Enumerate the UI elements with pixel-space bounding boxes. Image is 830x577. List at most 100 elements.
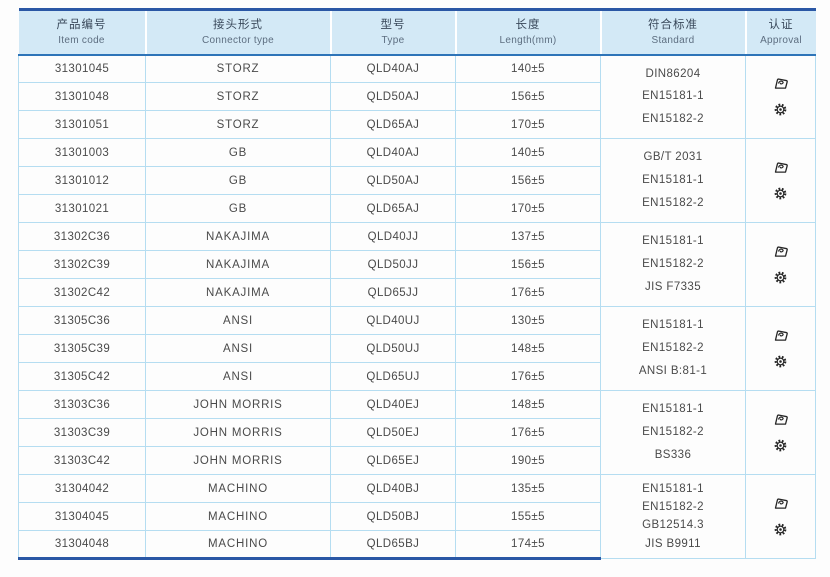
connector-type-cell: GB [145,194,331,223]
seal-gear-icon [773,102,788,117]
connector-type-cell: JOHN MORRIS [145,446,331,475]
approval-icon-stack [746,496,815,537]
length-cell: 174±5 [455,530,601,560]
item-code-cell: 31304048 [18,530,146,560]
seal-gear-icon [773,438,788,453]
table-row: 31301045 STORZ QLD40AJ 140±5 DIN86204 EN15181… [18,54,816,139]
standard-cell: EN15181-1 EN15182-2 BS336 [600,390,746,475]
length-cell: 137±5 [455,222,601,251]
table-body: 31301045 STORZ QLD40AJ 140±5 DIN86204 EN15181… [18,54,816,560]
connector-type-cell: JOHN MORRIS [145,390,331,419]
length-cell: 156±5 [455,166,601,195]
standard-line: ANSI B:81-1 [638,365,708,378]
standard-cell: GB/T 2031 EN15181-1 EN15182-2 [600,138,746,223]
type-cell: QLD65EJ [330,446,456,475]
item-code-cell: 31305C42 [18,362,146,391]
table-row: 31301003 GB QLD40AJ 140±5 GB/T 2031 EN15181-1… [18,138,816,223]
certificate-stamp-icon [772,160,789,175]
col-header-approval-en: Approval [760,34,802,46]
length-cell: 148±5 [455,390,601,419]
seal-gear-icon [773,522,788,537]
item-code-cell: 31304042 [18,474,146,503]
approval-icon-stack [746,412,815,453]
approval-cell [745,54,816,139]
standard-line: EN15181-1 [642,482,704,495]
length-cell: 140±5 [455,54,601,83]
table-row: 31303C36 JOHN MORRIS QLD40EJ 148±5 EN15181-1… [18,390,816,475]
col-header-type-en: Type [381,34,405,46]
connector-type-cell: GB [145,166,331,195]
connector-type-cell: NAKAJIMA [145,222,331,251]
standard-line: EN15182-2 [642,113,704,126]
connector-type-cell: ANSI [145,362,331,391]
item-code-cell: 31303C42 [18,446,146,475]
type-cell: QLD65AJ [330,194,456,223]
item-code-cell: 31301045 [18,54,146,83]
standard-cell: DIN86204 EN15181-1 EN15182-2 [600,54,746,139]
item-code-cell: 31302C39 [18,250,146,279]
type-cell: QLD40AJ [330,138,456,167]
standard-lines: EN15181-1 EN15182-2 JIS F7335 [601,225,745,304]
col-header-item-code-zh: 产品编号 [56,18,107,31]
type-cell: QLD40EJ [330,390,456,419]
connector-type-cell: ANSI [145,334,331,363]
connector-type-cell: STORZ [145,110,331,139]
table-row: 31304048 MACHINO QLD65BJ 174±5 [18,530,816,560]
approval-cell [745,222,816,307]
type-cell: QLD40BJ [330,474,456,503]
length-cell: 176±5 [455,418,601,447]
length-cell: 130±5 [455,306,601,335]
approval-icon-stack [746,328,815,369]
seal-gear-icon [773,186,788,201]
standard-line: EN15181-1 [642,319,704,332]
standard-line: EN15182-2 [642,258,704,271]
length-cell: 140±5 [455,138,601,167]
standard-line: JIS F7335 [644,281,702,294]
approval-cell [745,138,816,223]
standard-line: EN15181-1 [642,174,704,187]
connector-type-cell: JOHN MORRIS [145,418,331,447]
type-cell: QLD40UJ [330,306,456,335]
item-code-cell: 31301012 [18,166,146,195]
standard-line: EN15181-1 [642,235,704,248]
item-code-cell: 31301003 [18,138,146,167]
seal-gear-icon [773,270,788,285]
type-cell: QLD50BJ [330,502,456,531]
table-row: 31304042 MACHINO QLD40BJ 135±5 EN15181-1 EN15… [18,474,816,559]
standard-line: EN15181-1 [642,90,704,103]
standard-line: EN15181-1 [642,403,704,416]
col-header-type-zh: 型号 [380,18,406,31]
connector-type-cell: NAKAJIMA [145,250,331,279]
table-row: 31304045 MACHINO QLD50BJ 155±5 [18,502,816,531]
standard-line: EN15182-2 [642,501,704,514]
col-header-approval-zh: 认证 [768,18,794,31]
length-cell: 190±5 [455,446,601,475]
length-cell: 135±5 [455,474,601,503]
connector-type-cell: MACHINO [145,502,331,531]
product-spec-table: 产品编号 Item code 接头形式 Connector type 型号 Ty… [18,8,816,560]
approval-cell [745,390,816,475]
approval-icon-stack [746,244,815,285]
certificate-stamp-icon [772,76,789,91]
table-row: 31302C39 NAKAJIMA QLD50JJ 156±5 [18,250,816,279]
standard-lines: EN15181-1 EN15182-2 BS336 [601,393,745,472]
item-code-cell: 31303C39 [18,418,146,447]
standard-lines: EN15181-1 EN15182-2 ANSI B:81-1 [601,309,745,388]
col-header-length-en: Length(mm) [499,34,557,46]
approval-icon-stack [746,76,815,117]
table-row: 31302C36 NAKAJIMA QLD40JJ 137±5 EN15181-1 EN1… [18,222,816,307]
item-code-cell: 31301021 [18,194,146,223]
type-cell: QLD50AJ [330,166,456,195]
table-row: 31303C39 JOHN MORRIS QLD50EJ 176±5 [18,418,816,447]
length-cell: 156±5 [455,82,601,111]
col-header-standard-en: Standard [651,34,695,46]
item-code-cell: 31305C36 [18,306,146,335]
table-row: 31305C36 ANSI QLD40UJ 130±5 EN15181-1 EN15182… [18,306,816,391]
certificate-stamp-icon [772,412,789,427]
table-row: 31301051 STORZ QLD65AJ 170±5 [18,110,816,139]
approval-cell [745,474,816,559]
table-row: 31301048 STORZ QLD50AJ 156±5 [18,82,816,111]
item-code-cell: 31304045 [18,502,146,531]
length-cell: 176±5 [455,362,601,391]
col-header-connector-type-en: Connector type [201,34,275,46]
